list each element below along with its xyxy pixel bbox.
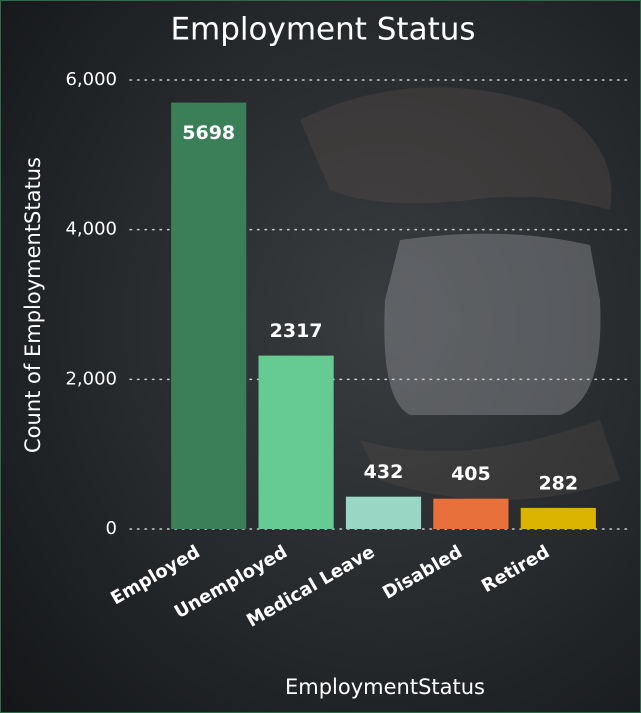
value-label: 432 bbox=[364, 461, 404, 483]
bar bbox=[520, 507, 596, 529]
y-tick-label: 0 bbox=[106, 518, 117, 539]
bar bbox=[433, 498, 509, 529]
chart-title: Employment Status bbox=[170, 12, 475, 48]
value-label: 2317 bbox=[270, 320, 323, 342]
hand-decoration bbox=[300, 87, 612, 210]
hand-decoration bbox=[360, 420, 620, 500]
bar bbox=[258, 355, 334, 529]
y-tick-label: 4,000 bbox=[65, 219, 117, 240]
value-label: 5698 bbox=[182, 122, 235, 144]
value-label: 405 bbox=[451, 463, 491, 485]
y-tick-label: 2,000 bbox=[65, 368, 117, 389]
x-axis-label: EmploymentStatus bbox=[285, 675, 485, 699]
car-decoration bbox=[384, 233, 601, 415]
bar bbox=[345, 496, 422, 529]
value-label: 282 bbox=[538, 472, 578, 494]
y-tick-label: 6,000 bbox=[65, 69, 117, 90]
y-axis-label: Count of EmploymentStatus bbox=[21, 157, 45, 453]
bar bbox=[171, 102, 247, 529]
